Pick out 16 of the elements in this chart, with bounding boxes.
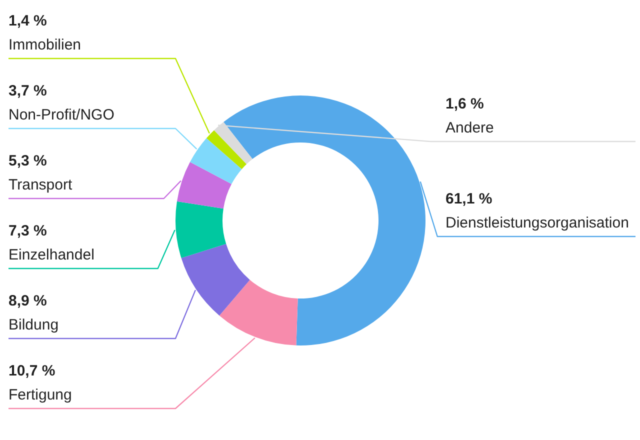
slice-label: Dienstleistungsorganisation [446,214,629,232]
slice-label: Immobilien [8,36,82,54]
slice-label: Einzelhandel [8,246,94,264]
data-label: 61,1 % [446,190,492,208]
data-label: 3,7 % [8,82,47,100]
slice-label: Transport [8,176,73,194]
data-label: 8,9 % [8,292,47,310]
data-label: 1,6 % [446,96,484,112]
data-label: 5,3 % [8,152,47,170]
data-label: 7,3 % [8,222,47,240]
data-label: 1,4 % [8,12,47,30]
slice-label: Non-Profit/NGO [8,106,114,124]
slice-label: Fertigung [8,386,72,404]
slice-label: Andere [446,120,494,136]
slice-label: Bildung [8,316,59,334]
data-label: 10,7 % [8,362,56,380]
